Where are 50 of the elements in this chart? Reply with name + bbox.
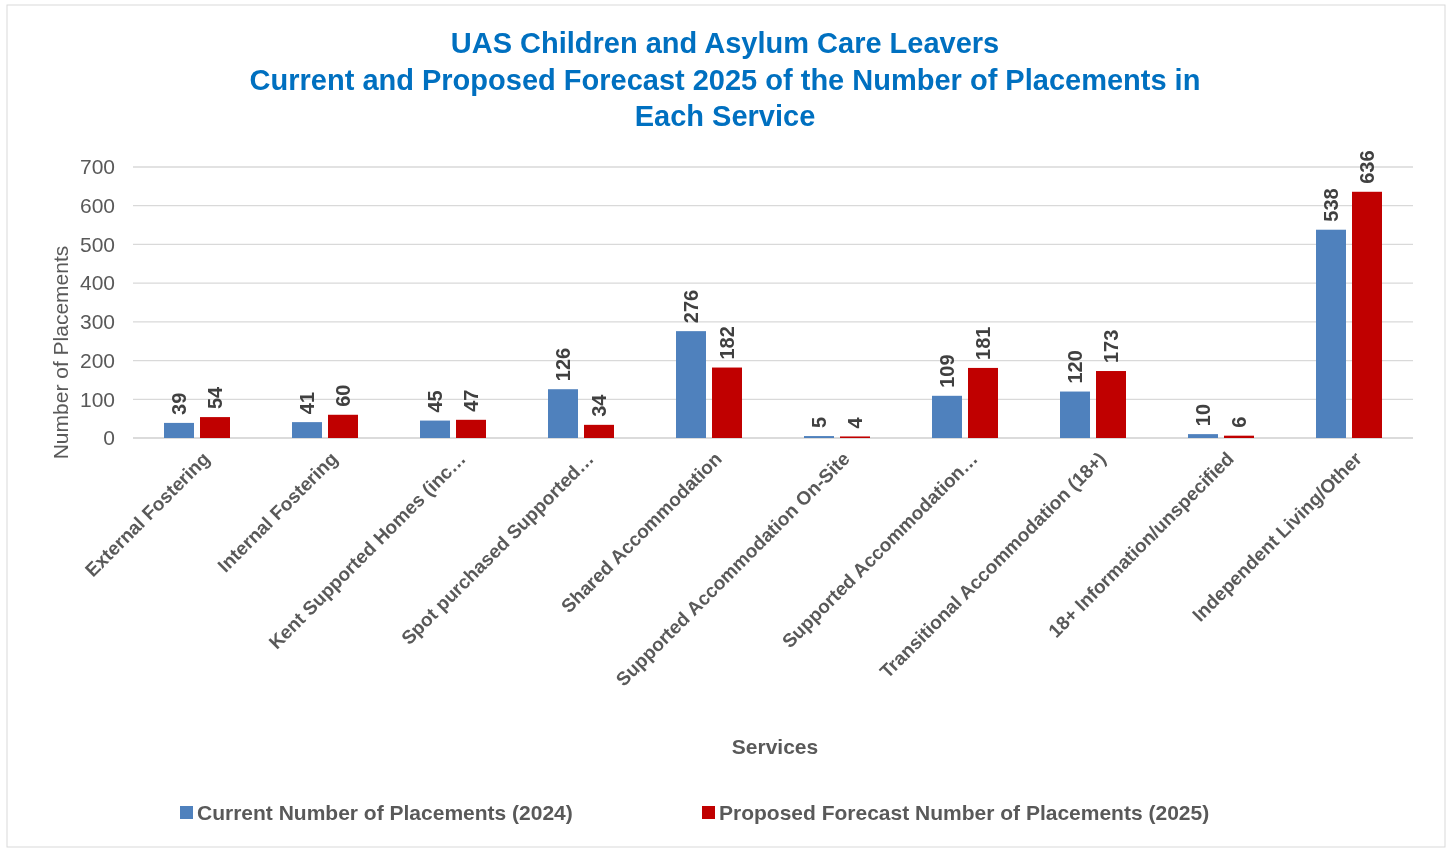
- data-label: 181: [972, 326, 994, 360]
- bar: [420, 420, 450, 438]
- legend-label: Current Number of Placements (2024): [197, 801, 573, 825]
- data-label: 45: [424, 390, 446, 413]
- y-tick-label: 100: [79, 387, 115, 411]
- y-tick-label: 0: [103, 426, 115, 450]
- data-label: 47: [460, 389, 482, 412]
- bar: [292, 422, 322, 438]
- chart-title: UAS Children and Asylum Care Leavers Current and Proposed Forecast 2025 of the Number of Placements in Each Service: [249, 27, 1201, 132]
- bar: [676, 331, 706, 438]
- y-tick-label: 600: [79, 194, 115, 218]
- data-label: 173: [1100, 329, 1122, 364]
- bar: [164, 422, 194, 438]
- bar: [584, 424, 614, 438]
- bar: [1352, 191, 1382, 438]
- bar: [1096, 371, 1126, 438]
- y-tick-label: 700: [79, 155, 115, 179]
- bar: [712, 367, 742, 438]
- data-label: 4: [844, 416, 866, 429]
- bar: [548, 389, 578, 438]
- y-tick-label: 400: [79, 271, 115, 295]
- bar: [200, 417, 230, 438]
- y-axis-title: Number of Placements: [49, 245, 72, 460]
- data-label: 54: [204, 385, 226, 410]
- y-tick-label: 300: [79, 310, 115, 334]
- x-axis-title: Services: [731, 735, 819, 758]
- data-label: 126: [552, 347, 574, 382]
- data-label: 34: [588, 393, 610, 417]
- data-label: 6: [1228, 416, 1250, 428]
- bar: [328, 414, 358, 438]
- data-label: 10: [1192, 403, 1214, 427]
- bar: [1060, 391, 1090, 438]
- bar: [1188, 434, 1218, 438]
- bar: [968, 367, 998, 438]
- data-label: 109: [936, 354, 958, 388]
- data-label: 538: [1320, 188, 1342, 222]
- data-label: 182: [716, 326, 738, 360]
- data-label: 636: [1356, 150, 1378, 184]
- data-label: 120: [1064, 350, 1086, 384]
- legend-label: Proposed Forecast Number of Placements (2025): [719, 801, 1210, 825]
- y-tick-label: 500: [79, 232, 115, 256]
- data-label: 5: [808, 416, 830, 429]
- y-tick-label: 200: [79, 348, 115, 372]
- data-label: 60: [332, 384, 354, 407]
- data-label: 41: [296, 391, 318, 415]
- bar: [1316, 229, 1346, 438]
- bar: [456, 419, 486, 438]
- bar: [932, 395, 962, 438]
- data-label: 276: [680, 289, 702, 324]
- data-label: 39: [168, 392, 190, 415]
